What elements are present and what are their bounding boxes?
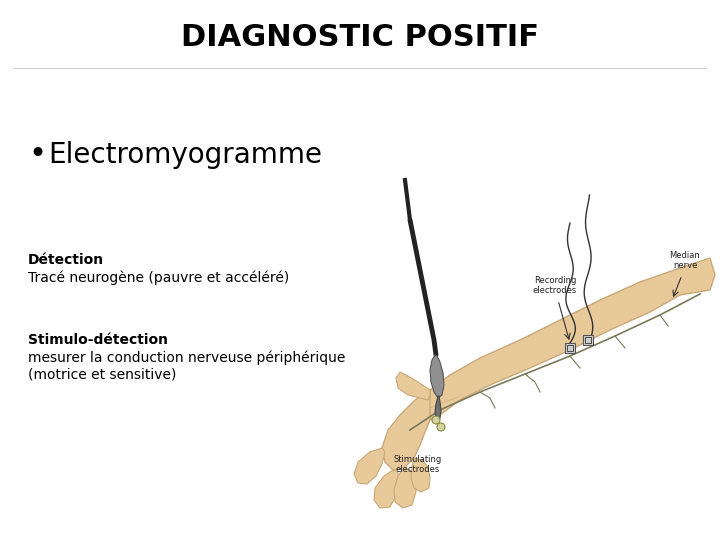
Text: Recording
electrodes: Recording electrodes bbox=[533, 275, 577, 295]
Circle shape bbox=[432, 416, 440, 424]
Text: (motrice et sensitive): (motrice et sensitive) bbox=[28, 367, 176, 381]
Text: Détection: Détection bbox=[28, 253, 104, 267]
Bar bbox=[565, 343, 575, 353]
Polygon shape bbox=[374, 470, 398, 508]
Polygon shape bbox=[428, 258, 715, 420]
Text: Electromyogramme: Electromyogramme bbox=[48, 141, 322, 169]
Text: mesurer la conduction nerveuse périphérique: mesurer la conduction nerveuse périphéri… bbox=[28, 351, 346, 365]
Polygon shape bbox=[411, 458, 430, 492]
Bar bbox=[567, 345, 573, 351]
Text: Stimulo-détection: Stimulo-détection bbox=[28, 333, 168, 347]
Text: •: • bbox=[28, 140, 46, 170]
Polygon shape bbox=[435, 396, 441, 420]
Text: Stimulating
electrodes: Stimulating electrodes bbox=[394, 455, 442, 475]
Text: Median
nerve: Median nerve bbox=[670, 251, 701, 270]
Bar bbox=[583, 335, 593, 345]
Polygon shape bbox=[430, 355, 444, 398]
Polygon shape bbox=[396, 372, 430, 400]
Text: DIAGNOSTIC POSITIF: DIAGNOSTIC POSITIF bbox=[181, 24, 539, 52]
Bar bbox=[585, 337, 591, 343]
Polygon shape bbox=[354, 448, 385, 484]
Polygon shape bbox=[382, 390, 430, 470]
Polygon shape bbox=[394, 468, 416, 508]
Circle shape bbox=[437, 423, 445, 431]
Text: Tracé neurogène (pauvre et accéléré): Tracé neurogène (pauvre et accéléré) bbox=[28, 271, 289, 285]
